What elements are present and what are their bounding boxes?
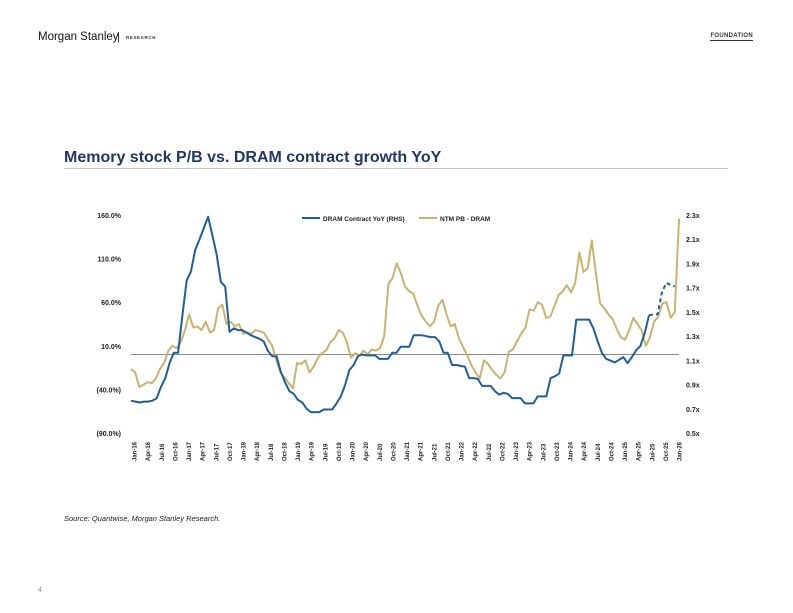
left-axis-tick-label: 110.0%	[98, 257, 122, 264]
right-axis-tick-label: 1.1x	[686, 358, 700, 365]
x-axis-tick-label: Oct-16	[173, 442, 179, 461]
right-axis-tick-label: 0.7x	[686, 407, 700, 414]
x-axis-tick-label: Oct-17	[228, 442, 234, 461]
x-axis-tick-label: Apr-16	[146, 441, 152, 461]
x-axis-tick-label: Apr-20	[364, 441, 370, 461]
x-axis-tick-label: Apr-21	[419, 441, 425, 461]
right-axis-tick-label: 0.9x	[686, 383, 700, 390]
x-axis-tick-label: Jul-22	[487, 443, 493, 461]
x-axis-tick-label: Apr-19	[310, 441, 316, 461]
x-axis-tick-label: Jul-25	[650, 443, 656, 461]
x-axis-tick-label: Oct-18	[282, 442, 288, 461]
source-note: Source: Quantwise, Morgan Stanley Resear…	[64, 514, 221, 523]
left-axis-tick-label: (40.0%)	[96, 387, 121, 394]
x-axis-tick-label: Jul-17	[214, 443, 220, 461]
left-axis-tick-label: 10.0%	[101, 344, 122, 351]
chart-title: Memory stock P/B vs. DRAM contract growt…	[64, 149, 442, 166]
x-axis-tick-label: Jan-24	[569, 441, 575, 461]
x-axis-tick-label: Jan-19	[296, 441, 302, 461]
title-divider	[64, 168, 728, 169]
page-number: 4	[38, 587, 42, 594]
left-axis-tick-label: 60.0%	[101, 300, 122, 307]
x-axis-tick-label: Apr-18	[255, 441, 261, 461]
x-axis-tick-label: Jul-19	[323, 443, 329, 461]
right-axis-tick-label: 2.3x	[686, 213, 700, 220]
series-ntm-pb-dram	[130, 218, 680, 390]
x-axis-tick-label: Jan-21	[405, 441, 411, 461]
left-axis-tick-label: (90.0%)	[96, 431, 121, 438]
x-axis-tick-label: Jan-18	[242, 441, 248, 461]
x-axis-tick-label: Jan-16	[133, 441, 139, 461]
legend-label-pb: NTM PB - DRAM	[440, 216, 490, 223]
x-axis-tick-label: Oct-23	[555, 442, 561, 461]
x-axis-tick-label: Jan-22	[460, 441, 466, 461]
x-axis-tick-label: Jul-23	[541, 443, 547, 461]
x-axis-tick-label: Jul-20	[378, 443, 384, 461]
x-axis-tick-label: Oct-25	[664, 442, 670, 461]
right-axis-tick-label: 1.7x	[686, 286, 700, 293]
x-axis-tick-label: Jul-16	[160, 443, 166, 461]
x-axis-tick-label: Oct-21	[446, 442, 452, 461]
series-dram-contract-yoy	[130, 215, 650, 414]
x-axis-tick-label: Jul-24	[596, 443, 602, 461]
x-axis-tick-label: Apr-23	[528, 441, 534, 461]
x-axis-tick-label: Jul-21	[432, 443, 438, 461]
x-axis-tick-label: Jul-18	[269, 443, 275, 461]
brand-separator: |	[117, 31, 120, 43]
x-axis-tick-label: Oct-22	[500, 442, 506, 461]
x-axis-tick-label: Oct-19	[337, 442, 343, 461]
x-axis-tick-label: Jan-20	[351, 441, 357, 461]
x-axis-tick-label: Apr-25	[637, 441, 643, 461]
right-axis-tick-label: 1.3x	[686, 334, 700, 341]
right-axis-tick-label: 1.5x	[686, 310, 700, 317]
brand-logo: Morgan Stanley	[38, 31, 119, 43]
right-axis-tick-label: 1.9x	[686, 261, 700, 268]
foundation-tag: FOUNDATION	[710, 33, 753, 41]
x-axis-tick-label: Jan-25	[623, 441, 629, 461]
right-axis-tick-label: 0.5x	[686, 431, 700, 438]
series-dram-contract-yoy-forecast	[648, 281, 676, 317]
x-axis-tick-label: Oct-20	[391, 442, 397, 461]
x-axis-tick-label: Oct-24	[609, 442, 615, 461]
x-axis-tick-label: Jan-17	[187, 441, 193, 461]
left-axis-tick-label: 160.0%	[97, 213, 122, 220]
x-axis-tick-label: Jan-23	[514, 441, 520, 461]
right-axis-tick-label: 2.1x	[686, 237, 700, 244]
brand-subtitle: RESEARCH	[126, 35, 157, 40]
legend-label-dram: DRAM Contract YoY (RHS)	[323, 216, 405, 223]
x-axis-tick-label: Jan-26	[678, 441, 684, 461]
x-axis-tick-label: Apr-22	[473, 441, 479, 461]
x-axis-tick-label: Apr-17	[201, 441, 207, 461]
x-axis-tick-label: Apr-24	[582, 441, 588, 461]
